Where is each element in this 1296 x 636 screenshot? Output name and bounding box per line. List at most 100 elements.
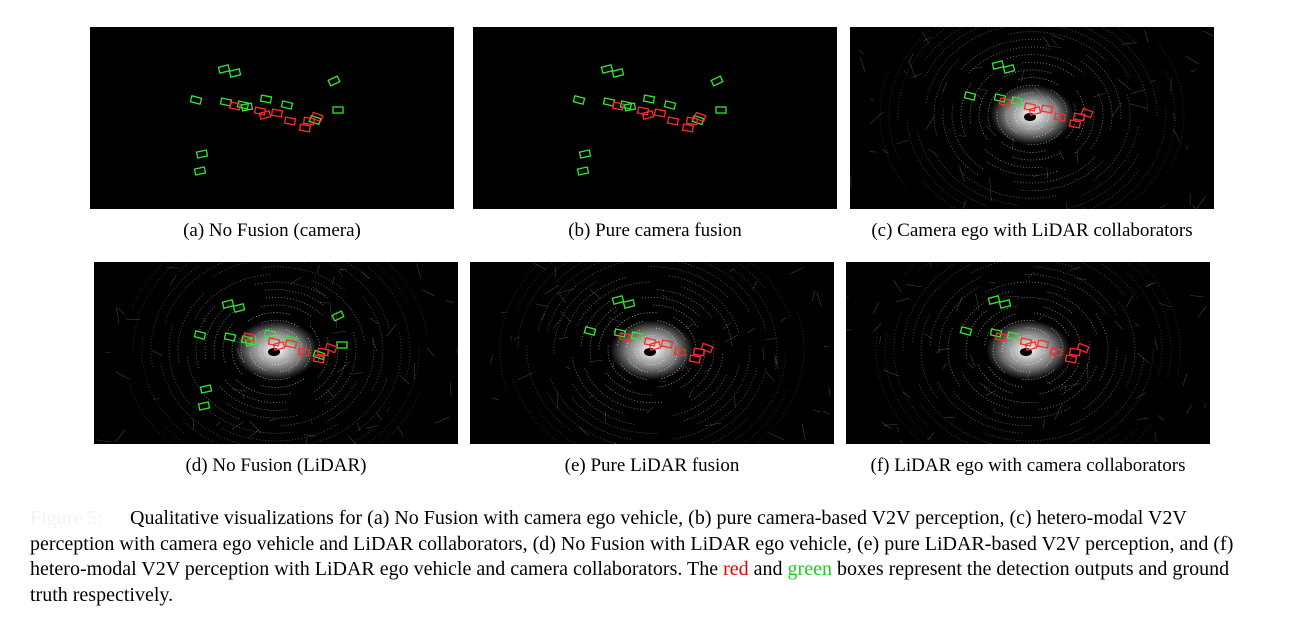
panel-e-caption: (e) Pure LiDAR fusion [564,455,740,476]
detection-box [316,347,330,357]
ground-truth-box [963,91,977,101]
ground-truth-box [959,326,973,336]
panel-a-plot [189,64,344,176]
detection-box [270,108,284,118]
panel-e-image [470,262,834,444]
detection-box [312,354,326,364]
detection-box [998,97,1012,107]
ground-truth-box [189,95,203,105]
panel-f-image [846,262,1210,444]
detection-box [1024,341,1038,351]
detection-box [298,123,312,133]
detection-box [284,339,298,349]
panel-c-plot [850,27,1214,209]
panel-e-plot [490,262,831,444]
ground-truth-box [327,75,341,87]
ground-truth-box [228,68,242,78]
ground-truth-box [195,149,209,159]
ground-truth-box [1002,64,1016,74]
detection-box [692,347,706,357]
ground-truth-box [991,60,1005,70]
detection-box [297,347,311,357]
ground-truth-box [572,95,586,105]
detection-box [228,101,242,111]
ground-truth-box [987,295,1001,305]
panel-d-image [94,262,458,444]
ground-truth-box [583,326,597,336]
detection-box [302,116,316,126]
panel-a-caption: (a) No Fusion (camera) [183,220,361,241]
detection-box [1068,347,1082,357]
caption-text-part1: Qualitative visualizations for (a) No Fu… [30,507,1234,580]
detection-box [1049,347,1063,357]
detection-box [660,339,674,349]
ground-truth-box [193,166,207,176]
caption-text-part2: boxes represent the detection outputs an… [30,558,1230,606]
detection-box [641,110,655,120]
ground-truth-box [715,106,727,114]
ground-truth-box [223,332,237,342]
ground-truth-box [199,384,213,394]
ground-truth-box [217,64,231,74]
detection-box [1072,112,1086,122]
lidar-point-cloud [850,27,1214,209]
ground-truth-box [197,401,211,411]
detection-box [258,110,272,120]
panel-a-image [90,27,454,209]
detection-box [1053,112,1067,122]
ground-truth-box [280,100,294,110]
detection-box [283,116,297,126]
detection-box [1080,107,1094,119]
ground-truth-box [611,68,625,78]
detection-box [700,342,714,354]
ground-truth-box [622,299,636,309]
detection-box [685,116,699,126]
panel-f-caption: (f) LiDAR ego with camera collaborators [870,455,1186,476]
caption-green-word: green [787,558,832,580]
detection-box [1068,119,1082,129]
detection-box [681,123,695,133]
ground-truth-box [221,299,235,309]
detection-box [648,341,662,351]
panel-d-plot [96,262,458,444]
ground-truth-box [263,329,277,339]
ground-truth-box [332,106,344,114]
ground-truth-box [1006,331,1020,341]
ground-truth-box [232,303,246,313]
ground-truth-box [1010,96,1024,106]
ground-truth-box [336,341,348,349]
detection-box [673,347,687,357]
ground-truth-box [600,64,614,74]
ground-truth-box [259,94,273,104]
detection-box [1040,104,1054,114]
ground-truth-box [240,102,254,112]
detection-box [1076,342,1090,354]
caption-and-word: and [748,558,788,580]
ground-truth-box [331,310,345,322]
detection-box [1036,339,1050,349]
ground-truth-box [642,94,656,104]
figure-label: Figure 5: [30,507,103,529]
detection-box [1064,354,1078,364]
panel-c-caption: (c) Camera ego with LiDAR collaborators [871,220,1193,241]
panel-b-caption: (b) Pure camera fusion [568,220,742,241]
detection-box [653,108,667,118]
detection-box [693,111,707,123]
detection-box [242,332,256,342]
ground-truth-box [623,102,637,112]
panel-b-plot [572,64,727,176]
panel-c-image [850,27,1214,209]
detection-box [1028,106,1042,116]
detection-box [618,332,632,342]
panel-f-plot [846,262,1207,444]
panel-d-caption: (d) No Fusion (LiDAR) [185,455,367,476]
detection-box [994,332,1008,342]
detection-box [611,101,625,111]
ground-truth-box [630,331,644,341]
ground-truth-box [611,295,625,305]
lidar-point-cloud [96,262,458,444]
figure-caption: Figure 5: Qualitative visualizations for … [30,506,1270,608]
caption-red-word: red [723,558,749,580]
ground-truth-box [193,330,207,340]
lidar-point-cloud [846,262,1207,444]
